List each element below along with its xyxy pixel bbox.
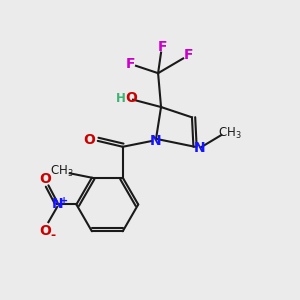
Text: N: N (150, 134, 162, 148)
Text: +: + (60, 196, 68, 206)
Text: H: H (116, 92, 126, 105)
Text: O: O (40, 172, 51, 186)
Text: -: - (50, 229, 56, 242)
Text: O: O (84, 133, 95, 147)
Text: F: F (184, 48, 193, 62)
Text: CH$_3$: CH$_3$ (218, 126, 242, 141)
Text: F: F (158, 40, 167, 54)
Text: N: N (51, 197, 63, 212)
Text: N: N (194, 141, 205, 155)
Text: O: O (40, 224, 51, 238)
Text: F: F (126, 57, 136, 71)
Text: CH$_3$: CH$_3$ (50, 164, 74, 179)
Text: O: O (126, 91, 137, 105)
